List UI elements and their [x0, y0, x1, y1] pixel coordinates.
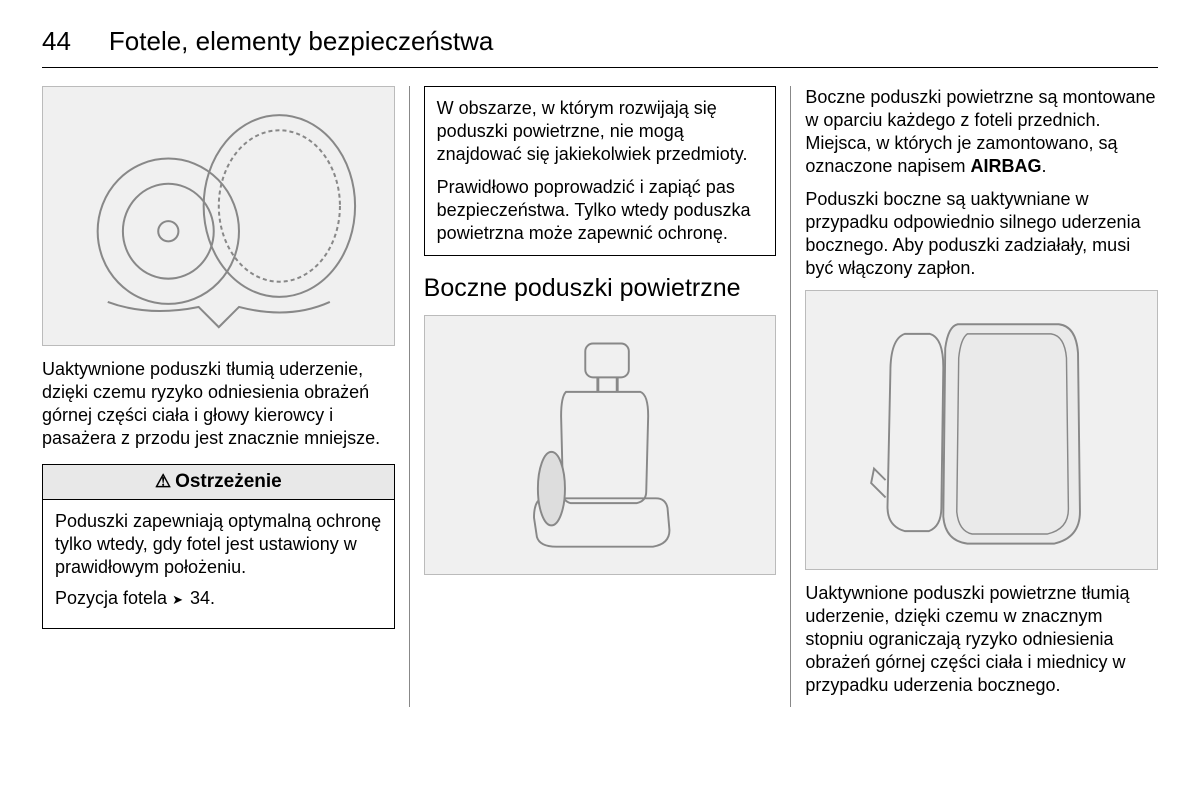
warning-ref-page: 34.	[190, 588, 215, 608]
column-1: Uaktywnione poduszki tłumią uderzenie, d…	[42, 86, 395, 707]
column-3: Boczne poduszki powietrzne są montowane …	[805, 86, 1158, 707]
column-separator-1	[409, 86, 410, 707]
airbag-label: AIRBAG	[970, 156, 1041, 176]
front-airbag-illustration	[42, 86, 395, 346]
col3-p2: Poduszki boczne są uaktywniane w przypad…	[805, 188, 1158, 280]
warning-body: Poduszki zapewniają optymalną ochronę ty…	[43, 500, 394, 628]
side-airbag-deployed-illustration	[805, 290, 1158, 570]
column-separator-2	[790, 86, 791, 707]
col3-p3: Uaktywnione poduszki powietrzne tłumią u…	[805, 582, 1158, 697]
page-number: 44	[42, 26, 71, 57]
airbag-svg	[61, 100, 377, 332]
header-rule	[42, 67, 1158, 68]
warning-icon	[155, 471, 175, 492]
info-p2: Prawidłowo poprowadzić i zapiąć pas bezp…	[437, 176, 764, 245]
info-box: W obszarze, w którym rozwijają się podus…	[424, 86, 777, 256]
deployed-svg	[824, 305, 1140, 555]
col3-p1: Boczne poduszki powietrzne są montowane …	[805, 86, 1158, 178]
section-heading: Boczne poduszki powietrzne	[424, 274, 777, 303]
warning-body-p1: Poduszki zapewniają optymalną ochronę ty…	[55, 510, 382, 579]
warning-ref-prefix: Pozycja fotela	[55, 588, 172, 608]
col1-paragraph: Uaktywnione poduszki tłumią uderzenie, d…	[42, 358, 395, 450]
chapter-title: Fotele, elementy bezpieczeństwa	[109, 26, 493, 57]
warning-body-p2: Pozycja fotela 34.	[55, 587, 382, 610]
warning-title: Ostrzeżenie	[43, 465, 394, 500]
side-airbag-seat-illustration	[424, 315, 777, 575]
reference-arrow-icon	[172, 588, 185, 608]
column-2: W obszarze, w którym rozwijają się podus…	[424, 86, 777, 707]
seat-svg	[442, 329, 758, 561]
warning-box: Ostrzeżenie Poduszki zapewniają optymaln…	[42, 464, 395, 629]
warning-title-text: Ostrzeżenie	[175, 471, 282, 492]
col3-p1-suffix: .	[1041, 156, 1046, 176]
info-p1: W obszarze, w którym rozwijają się podus…	[437, 97, 764, 166]
page-header: 44 Fotele, elementy bezpieczeństwa	[42, 26, 1158, 57]
content-columns: Uaktywnione poduszki tłumią uderzenie, d…	[42, 86, 1158, 707]
